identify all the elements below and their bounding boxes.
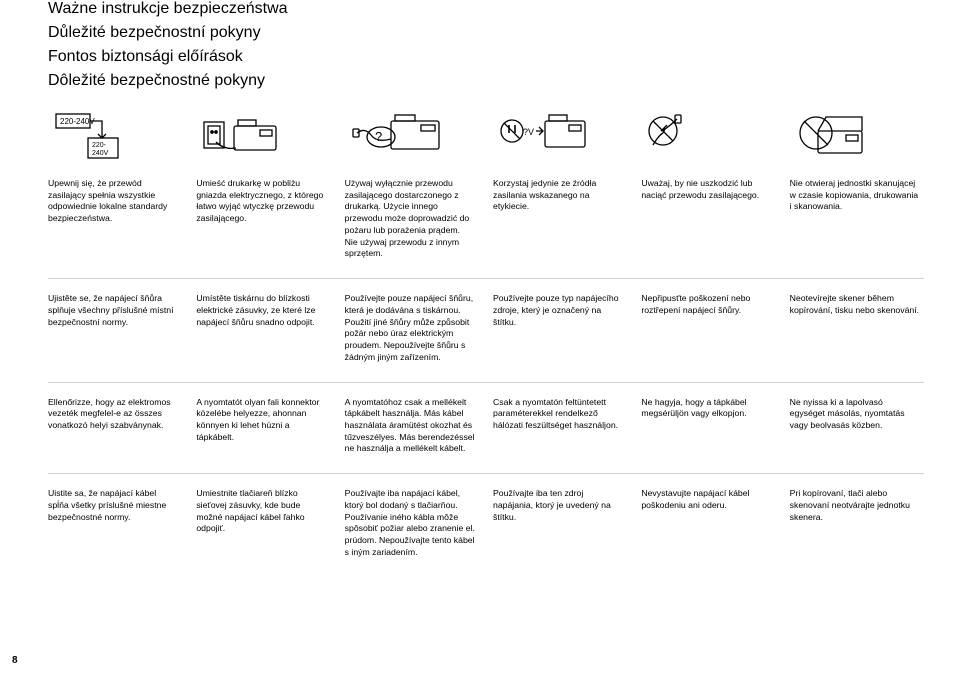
- table-cell: Ujistěte se, že napájecí šňůra splňuje v…: [48, 293, 182, 381]
- table-cell: Csak a nyomtatón feltüntetett paramétere…: [493, 397, 627, 474]
- svg-text:?: ?: [375, 129, 382, 144]
- table-cell: Uważaj, by nie uszkodzić lub naciąć prze…: [641, 178, 775, 278]
- table-cell: Korzystaj jedynie ze źródła zasilania ws…: [493, 178, 627, 278]
- icons-row: 220-240V 220- 240V: [48, 108, 924, 164]
- icon-power-source: ?V: [493, 108, 627, 164]
- svg-text:?V: ?V: [523, 127, 534, 137]
- svg-text:240V: 240V: [92, 150, 109, 157]
- table-cell: Pri kopírovaní, tlači alebo skenovaní ne…: [790, 488, 924, 576]
- heading-hu: Fontos biztonsági előírások: [48, 48, 924, 66]
- table-cell: Nie otwieraj jednostki skanującej w czas…: [790, 178, 924, 278]
- row-divider: [48, 278, 924, 279]
- table-cell: Uistite sa, že napájací kábel spĺňa všet…: [48, 488, 182, 576]
- icon-dont-open-scanner: [790, 108, 924, 164]
- row-divider: [48, 382, 924, 383]
- table-cell: Umiestnite tlačiareň blízko sieťovej zás…: [196, 488, 330, 576]
- table-cell: A nyomtatót olyan fali konnektor közeléb…: [196, 397, 330, 474]
- row-divider: [48, 473, 924, 474]
- svg-text:220-: 220-: [92, 142, 107, 149]
- icon-cable-only: ?: [345, 108, 479, 164]
- page-number: 8: [12, 655, 18, 666]
- table-cell: Nevystavujte napájací kábel poškodeniu a…: [641, 488, 775, 576]
- table-cell: Używaj wyłącznie przewodu zasilającego d…: [345, 178, 479, 278]
- table-cell: Umieść drukarkę w pobliżu gniazda elektr…: [196, 178, 330, 278]
- table-cell: Používajte iba ten zdroj napájania, ktor…: [493, 488, 627, 576]
- table-cell: A nyomtatóhoz csak a mellékelt tápkábelt…: [345, 397, 479, 474]
- table-cell: Nepřipusťte poškození nebo roztřepení na…: [641, 293, 775, 381]
- table-cell: Upewnij się, że przewód zasilający spełn…: [48, 178, 182, 278]
- table-cell: Neotevírejte skener během kopírování, ti…: [790, 293, 924, 381]
- table-cell: Používejte pouze napájecí šňůru, která j…: [345, 293, 479, 381]
- table-cell: Používajte iba napájací kábel, ktorý bol…: [345, 488, 479, 576]
- instructions-grid: Upewnij się, że przewód zasilający spełn…: [48, 178, 924, 577]
- table-cell: Ellenőrizze, hogy az elektromos vezeték …: [48, 397, 182, 474]
- icon-outlet-near: [196, 108, 330, 164]
- heading-cs: Důležité bezpečnostní pokyny: [48, 24, 924, 42]
- icon-voltage-label: 220-240V 220- 240V: [48, 108, 182, 164]
- table-cell: Ne hagyja, hogy a tápkábel megsérüljön v…: [641, 397, 775, 474]
- icon-damaged-cable: [641, 108, 775, 164]
- heading-sk: Dôležité bezpečnostné pokyny: [48, 72, 924, 90]
- headings-block: Ważne instrukcje bezpieczeństwa Důležité…: [48, 0, 924, 90]
- heading-pl: Ważne instrukcje bezpieczeństwa: [48, 0, 924, 18]
- table-cell: Umístěte tiskárnu do blízkosti elektrick…: [196, 293, 330, 381]
- table-cell: Používejte pouze typ napájecího zdroje, …: [493, 293, 627, 381]
- table-cell: Ne nyissa ki a lapolvasó egységet másolá…: [790, 397, 924, 474]
